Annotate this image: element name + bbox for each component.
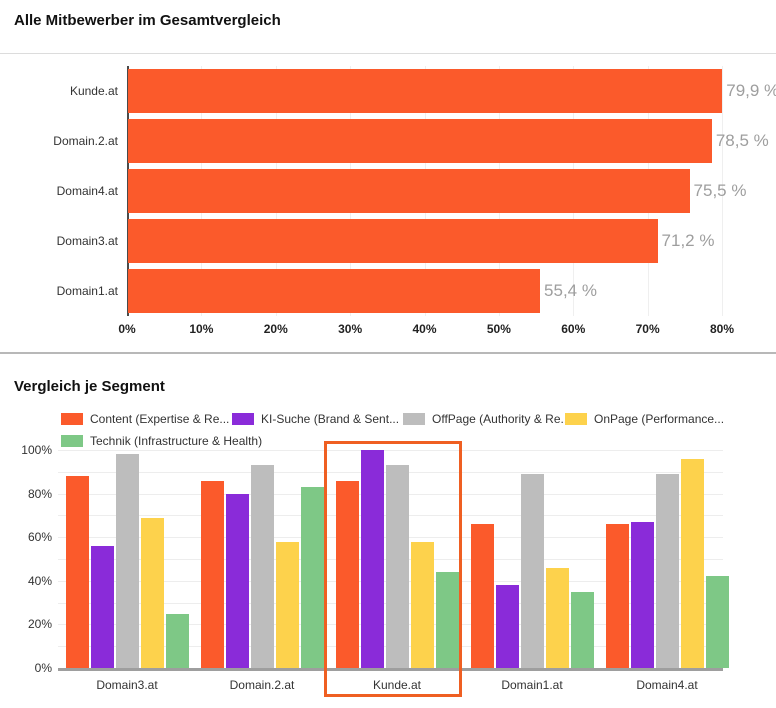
x-tick-50%: 50% [486, 322, 511, 336]
bar-domain4-at-offpage [655, 473, 679, 668]
bar-kunde-at-offpage [385, 465, 409, 668]
bar-domain-2-at-onpage [275, 541, 299, 668]
y-tick-60%: 60% [27, 530, 52, 545]
x-tick-60%: 60% [561, 322, 586, 336]
x-tick-80%: 80% [709, 322, 735, 336]
legend-label: Technik (Infrastructure & Health) [90, 434, 263, 448]
category-label-kunde-at: Kunde.at [372, 678, 422, 692]
bar-domain1-at [128, 269, 541, 313]
legend-label: OffPage (Authority & Re... [432, 412, 571, 426]
category-label-domain4-at: Domain4.at [636, 678, 698, 692]
bar-domain3-at-onpage [140, 517, 164, 668]
x-tick-70%: 70% [635, 322, 660, 336]
bar-domain1-at-technik [570, 591, 594, 668]
bar-domain4-at-onpage [680, 458, 704, 668]
bar-domain3-at-technik [165, 613, 189, 668]
bar-domain-2-at-content [200, 480, 224, 668]
bar-domain-2-at-technik [300, 487, 324, 668]
legend-label: KI-Suche (Brand & Sent... [261, 412, 400, 426]
bar-domain1-at-ki-suche [495, 585, 519, 668]
legend-item-onpage: OnPage (Performance... [565, 412, 724, 426]
x-tick-0%: 0% [118, 322, 136, 336]
bar-kunde-at-content [335, 480, 359, 668]
bar-domain4-at-ki-suche [630, 521, 654, 668]
overall-comparison-title: Alle Mitbewerber im Gesamtvergleich [14, 12, 281, 29]
value-label-domain1-at: 55,4 % [544, 281, 597, 300]
bar-domain-2-at-offpage [250, 465, 274, 668]
legend-label: OnPage (Performance... [594, 412, 725, 426]
x-tick-20%: 20% [263, 322, 288, 336]
category-label-domain4-at: Domain4.at [56, 184, 118, 198]
legend-swatch-onpage [565, 413, 587, 425]
x-tick-40%: 40% [412, 322, 437, 336]
bar-domain4-at-content [605, 524, 629, 668]
category-label-kunde-at: Kunde.at [69, 84, 118, 98]
kunde-highlight-box [324, 441, 462, 697]
legend-item-ki-suche: KI-Suche (Brand & Sent... [232, 412, 399, 426]
segment-grouped-bar-chart: 0% 20% 40% 60% 80% 100% Domain3.at Domain.2.at K… [0, 440, 776, 708]
category-label-domain1-at: Domain1.at [56, 284, 118, 298]
section-divider [0, 352, 776, 354]
bar-domain4-at [128, 169, 690, 213]
bar-kunde-at [128, 69, 723, 113]
overall-comparison-bar-chart: 0% 10% 20% 30% 40% 50% 60% 70% 80% Kunde.at 79,9 %… [0, 53, 776, 354]
bar-domain1-at-onpage [545, 567, 569, 668]
y-tick-40%: 40% [27, 573, 52, 588]
legend-swatch-offpage [403, 413, 425, 425]
bar-domain3-at-offpage [115, 454, 139, 668]
value-label-domain4-at: 75,5 % [693, 181, 747, 200]
legend-swatch-technik [61, 435, 83, 447]
bar-domain3-at-ki-suche [90, 545, 114, 668]
legend-swatch-content [61, 413, 83, 425]
bar-kunde-at-onpage [410, 541, 434, 668]
legend-item-offpage: OffPage (Authority & Re... [403, 412, 571, 426]
category-label-domain-2-at: Domain.2.at [229, 678, 295, 692]
bar-domain1-at-offpage [520, 473, 544, 668]
category-label-domain-2-at: Domain.2.at [53, 134, 118, 148]
bar-domain3-at-content [65, 476, 89, 668]
bar-domain-2-at [128, 119, 712, 163]
value-label-domain3-at: 71,2 % [661, 231, 715, 250]
value-label-kunde-at: 79,9 % [726, 81, 776, 100]
bar-domain3-at [128, 219, 658, 263]
y-tick-0%: 0% [34, 661, 52, 675]
legend-item-technik: Technik (Infrastructure & Health) [61, 434, 262, 448]
gridline-100pct [58, 450, 723, 451]
segment-comparison-title: Vergleich je Segment [14, 378, 165, 395]
y-tick-80%: 80% [27, 486, 52, 501]
legend-item-content: Content (Expertise & Re... [61, 412, 229, 426]
bar-domain4-at-technik [705, 576, 729, 668]
x-tick-10%: 10% [189, 322, 214, 336]
gridline-80% [722, 66, 723, 316]
legend-swatch-ki-suche [232, 413, 254, 425]
y-tick-20%: 20% [27, 617, 52, 632]
bar-domain-2-at-ki-suche [225, 493, 249, 668]
category-label-domain1-at: Domain1.at [501, 678, 563, 692]
x-axis-line [58, 668, 723, 671]
legend-label: Content (Expertise & Re... [90, 412, 230, 426]
x-tick-30%: 30% [338, 322, 363, 336]
y-tick-100%: 100% [21, 443, 52, 457]
bar-kunde-at-ki-suche [360, 450, 384, 668]
category-label-domain3-at: Domain3.at [96, 678, 158, 692]
value-label-domain-2-at: 78,5 % [715, 131, 769, 150]
bar-kunde-at-technik [435, 572, 459, 668]
category-label-domain3-at: Domain3.at [56, 234, 118, 248]
bar-domain1-at-content [470, 524, 494, 668]
